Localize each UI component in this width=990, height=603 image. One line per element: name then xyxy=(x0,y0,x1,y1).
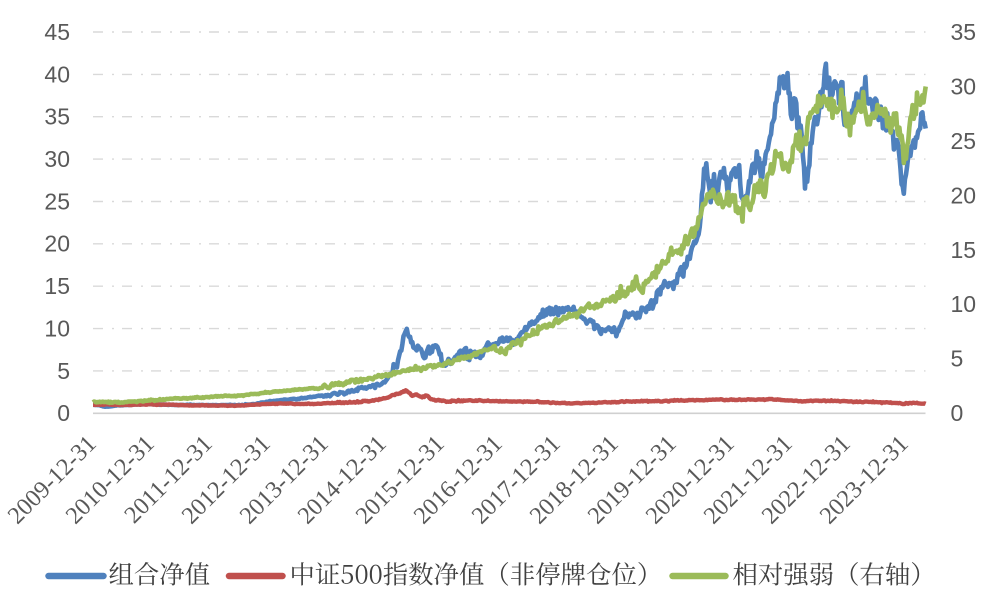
svg-text:15: 15 xyxy=(951,237,977,263)
svg-text:20: 20 xyxy=(951,182,977,208)
svg-text:35: 35 xyxy=(44,104,70,130)
svg-text:0: 0 xyxy=(57,400,70,426)
svg-text:25: 25 xyxy=(951,128,977,154)
svg-text:5: 5 xyxy=(951,346,964,372)
svg-text:0: 0 xyxy=(951,400,964,426)
svg-text:20: 20 xyxy=(44,231,70,257)
svg-text:45: 45 xyxy=(44,19,70,45)
svg-text:30: 30 xyxy=(44,146,70,172)
svg-text:30: 30 xyxy=(951,73,977,99)
svg-text:15: 15 xyxy=(44,273,70,299)
svg-text:40: 40 xyxy=(44,61,70,87)
svg-text:5: 5 xyxy=(57,358,70,384)
svg-text:25: 25 xyxy=(44,188,70,214)
svg-text:10: 10 xyxy=(44,316,70,342)
svg-text:35: 35 xyxy=(951,19,977,45)
svg-text:10: 10 xyxy=(951,291,977,317)
